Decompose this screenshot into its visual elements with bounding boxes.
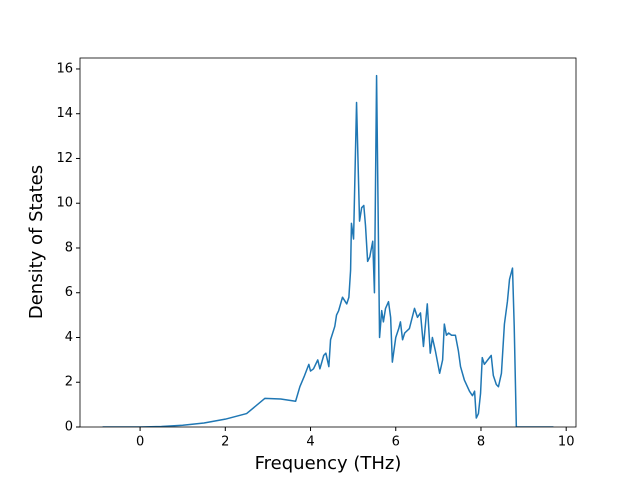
y-axis-label: Density of States — [26, 165, 47, 319]
y-tick-label: 2 — [65, 375, 73, 390]
x-tick-label: 10 — [558, 435, 575, 450]
y-tick-label: 14 — [56, 106, 73, 121]
line — [102, 74, 554, 427]
x-tick-label: 2 — [221, 435, 229, 450]
x-tick-label: 8 — [477, 435, 485, 450]
y-tick-label: 4 — [65, 330, 73, 345]
y-tick-label: 8 — [65, 240, 73, 255]
y-tick-label: 0 — [65, 420, 73, 435]
y-tick-label: 6 — [65, 285, 73, 300]
y-tick-label: 16 — [56, 61, 73, 76]
x-tick-label: 0 — [136, 435, 144, 450]
plot-frame — [79, 57, 577, 428]
y-tick-label: 10 — [56, 196, 73, 211]
x-axis-label: Frequency (THz) — [255, 453, 402, 474]
x-tick-label: 4 — [306, 435, 314, 450]
x-tick-label: 6 — [392, 435, 400, 450]
y-tick-label: 12 — [56, 151, 73, 166]
